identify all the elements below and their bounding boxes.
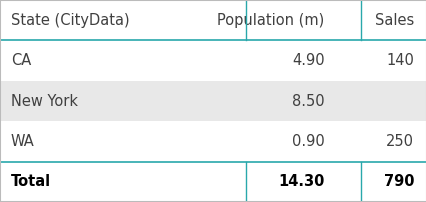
Text: CA: CA xyxy=(11,53,31,68)
Text: Sales: Sales xyxy=(374,13,413,28)
Text: 14.30: 14.30 xyxy=(277,174,324,189)
Bar xyxy=(0,121,426,162)
Text: 790: 790 xyxy=(383,174,413,189)
Bar xyxy=(0,40,426,81)
Text: Total: Total xyxy=(11,174,51,189)
Text: New York: New York xyxy=(11,94,78,108)
Bar xyxy=(0,162,426,202)
Text: WA: WA xyxy=(11,134,35,149)
Bar xyxy=(0,0,426,40)
Text: 8.50: 8.50 xyxy=(291,94,324,108)
Text: 140: 140 xyxy=(386,53,413,68)
Text: 4.90: 4.90 xyxy=(291,53,324,68)
Text: Population (m): Population (m) xyxy=(217,13,324,28)
Bar xyxy=(0,81,426,121)
Text: State (CityData): State (CityData) xyxy=(11,13,129,28)
Text: 0.90: 0.90 xyxy=(291,134,324,149)
Text: 250: 250 xyxy=(385,134,413,149)
